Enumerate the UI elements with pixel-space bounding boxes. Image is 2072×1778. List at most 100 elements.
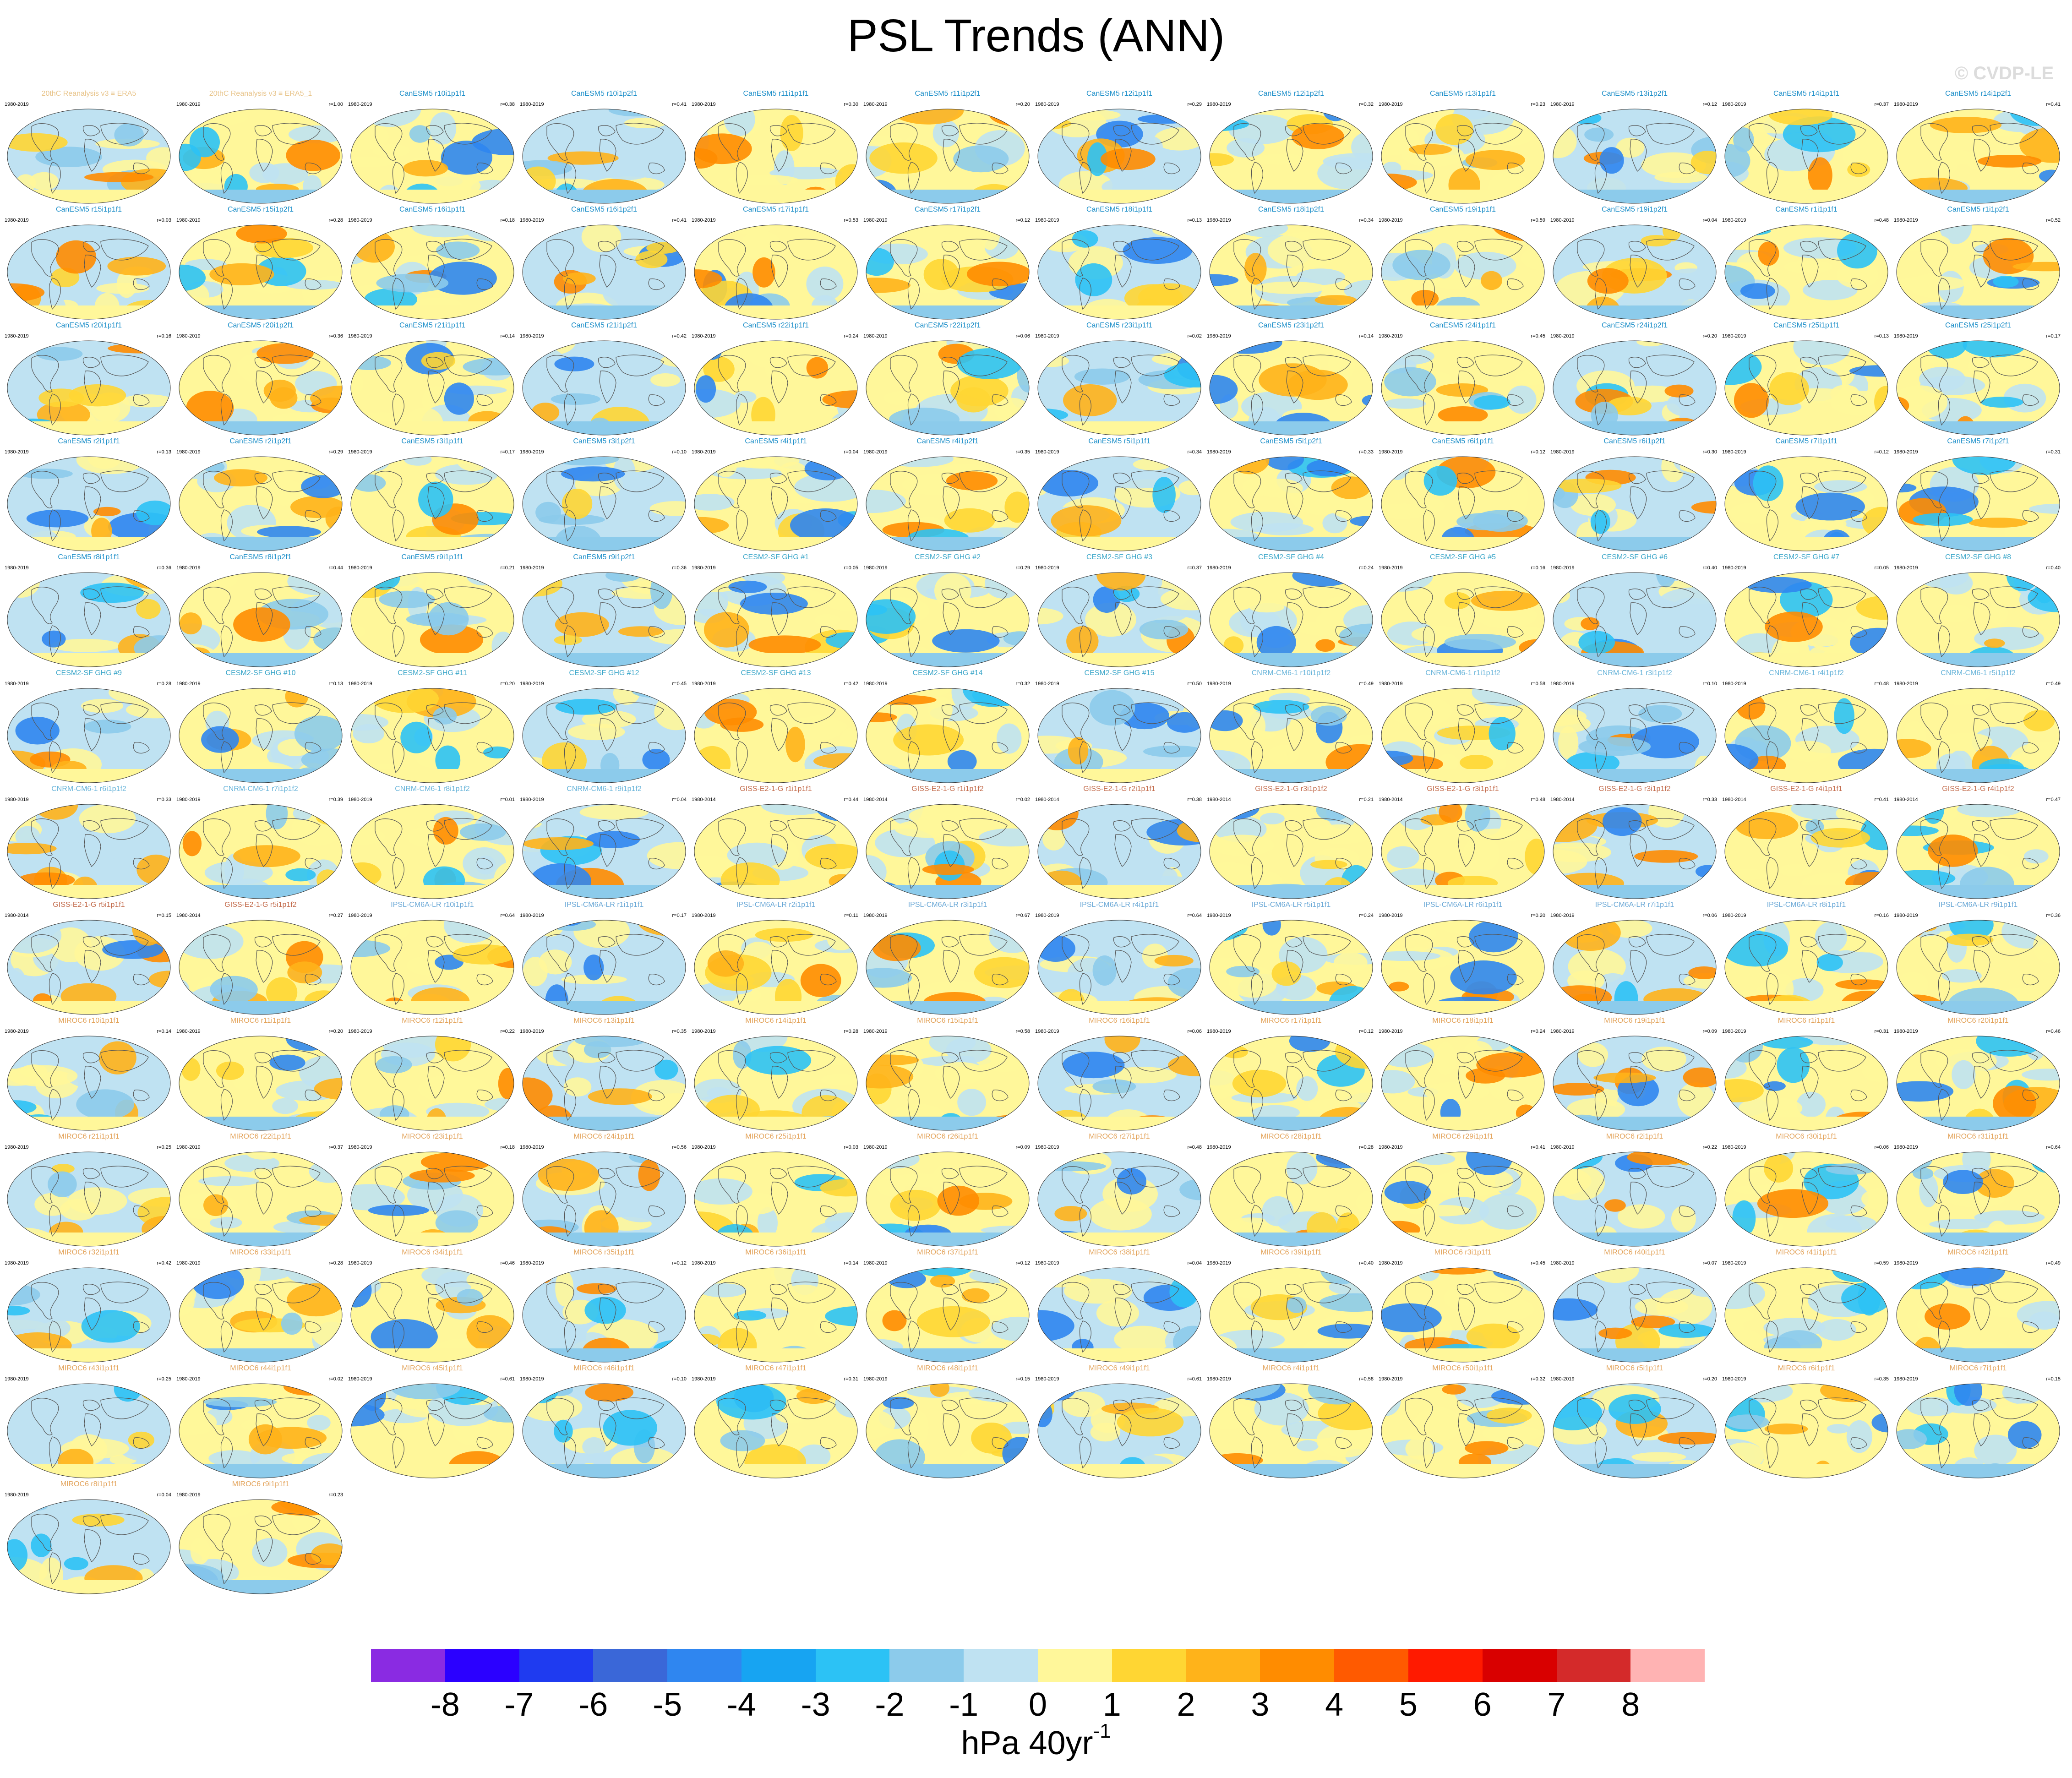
panel-correlation: r=0.40 [2046, 565, 2061, 571]
colorbar-box [741, 1649, 816, 1682]
world-map [1724, 224, 1888, 320]
panel-correlation: r=0.16 [1531, 565, 1546, 571]
colorbar-tick-label: 5 [1399, 1686, 1418, 1723]
panel-years: 1980-2019 [348, 681, 372, 687]
colorbar [371, 1649, 1705, 1682]
panel-years: 1980-2019 [5, 102, 29, 107]
panel-title: MIROC6 r32i1p1f1 [58, 1249, 120, 1256]
world-map [1209, 920, 1373, 1015]
panel-correlation: r=0.35 [672, 1029, 687, 1034]
world-map [522, 1383, 686, 1478]
map-panel: MIROC6 r44i1p1f1 1980-2019 r=0.02 [175, 1364, 346, 1479]
map-panel: CESM2-SF GHG #5 1980-2019 r=0.16 [1378, 553, 1548, 668]
map-panel: MIROC6 r3i1p1f1 1980-2019 r=0.45 [1378, 1249, 1548, 1363]
panel-title: CanESM5 r5i1p2f1 [1260, 437, 1322, 445]
colorbar-box [1038, 1649, 1112, 1682]
world-map [1381, 109, 1545, 204]
panel-title: CanESM5 r18i1p2f1 [1258, 206, 1325, 213]
map-panel: CNRM-CM6-1 r8i1p1f2 1980-2019 r=0.01 [347, 785, 518, 900]
map-panel: CanESM5 r23i1p1f1 1980-2019 r=0.02 [1034, 322, 1205, 436]
world-map [866, 340, 1030, 436]
world-map [1553, 340, 1717, 436]
panel-correlation: r=0.09 [1015, 1145, 1031, 1150]
panel-title: MIROC6 r36i1p1f1 [745, 1249, 807, 1256]
panel-years: 1980-2019 [1379, 681, 1403, 687]
panel-title: MIROC6 r9i1p1f1 [232, 1480, 289, 1488]
map-panel: CanESM5 r3i1p1f1 1980-2019 r=0.17 [347, 437, 518, 552]
map-panel: CanESM5 r6i1p2f1 1980-2019 r=0.30 [1549, 437, 1720, 552]
panel-correlation: r=0.37 [1187, 565, 1202, 571]
panel-years: 1980-2019 [1550, 565, 1575, 571]
map-panel: GISS-E2-1-G r4i1p1f1 1980-2014 r=0.41 [1721, 785, 1892, 900]
map-panel: IPSL-CM6A-LR r7i1p1f1 1980-2019 r=0.06 [1549, 901, 1720, 1015]
map-panel: MIROC6 r26i1p1f1 1980-2019 r=0.09 [862, 1133, 1033, 1247]
world-map [1724, 1151, 1888, 1247]
map-panel: MIROC6 r25i1p1f1 1980-2019 r=0.03 [691, 1133, 861, 1247]
map-panel: MIROC6 r33i1p1f1 1980-2019 r=0.28 [175, 1249, 346, 1363]
panel-years: 1980-2019 [1722, 1145, 1746, 1150]
panel-title: CanESM5 r22i1p1f1 [742, 322, 809, 329]
world-map [694, 109, 858, 204]
panel-title: CanESM5 r19i1p2f1 [1601, 206, 1668, 213]
map-panel: CanESM5 r8i1p1f1 1980-2019 r=0.36 [4, 553, 174, 668]
world-map [1553, 1267, 1717, 1363]
panel-correlation: r=0.28 [1359, 1145, 1374, 1150]
panel-years: 1980-2014 [176, 913, 201, 918]
colorbar-tick-label: -3 [801, 1686, 830, 1723]
map-panel: MIROC6 r38i1p1f1 1980-2019 r=0.04 [1034, 1249, 1205, 1363]
panel-title: IPSL-CM6A-LR r4i1p1f1 [1080, 901, 1159, 909]
panel-correlation: r=0.14 [500, 333, 515, 339]
map-panel: CanESM5 r24i1p1f1 1980-2019 r=0.45 [1378, 322, 1548, 436]
panel-title: CanESM5 r25i1p2f1 [1945, 322, 2012, 329]
panel-title: CanESM5 r10i1p2f1 [571, 90, 638, 98]
panel-years: 1980-2019 [863, 1145, 888, 1150]
world-map [1553, 572, 1717, 667]
panel-title: IPSL-CM6A-LR r8i1p1f1 [1767, 901, 1846, 909]
panel-correlation: r=0.36 [328, 333, 344, 339]
panel-years: 1980-2019 [5, 1029, 29, 1034]
world-map [7, 804, 171, 899]
panel-correlation: r=0.16 [1874, 913, 1889, 918]
panel-years: 1980-2019 [520, 565, 544, 571]
world-map [1896, 920, 2060, 1015]
panel-correlation: r=0.13 [1874, 333, 1889, 339]
panel-title: IPSL-CM6A-LR r1i1p1f1 [564, 901, 644, 909]
panel-title: MIROC6 r4i1p1f1 [1262, 1364, 1320, 1372]
panel-years: 1980-2019 [692, 333, 716, 339]
world-map [1724, 1036, 1888, 1131]
panel-years: 1980-2014 [1894, 797, 1918, 802]
panel-years: 1980-2019 [520, 1145, 544, 1150]
panel-correlation: r=0.20 [1015, 102, 1031, 107]
world-map [179, 1036, 343, 1131]
world-map [694, 572, 858, 667]
panel-correlation: r=0.36 [672, 565, 687, 571]
world-map [350, 1151, 514, 1247]
panel-title: CESM2-SF GHG #1 [742, 553, 809, 561]
panel-years: 1980-2019 [520, 449, 544, 455]
map-panel: MIROC6 r35i1p1f1 1980-2019 r=0.12 [519, 1249, 689, 1363]
map-panel: MIROC6 r47i1p1f1 1980-2019 r=0.31 [691, 1364, 861, 1479]
colorbar-tick-label: 0 [1028, 1686, 1047, 1723]
map-panel: CanESM5 r16i1p1f1 1980-2019 r=0.18 [347, 206, 518, 320]
world-map [522, 1151, 686, 1247]
panel-years: 1980-2019 [1722, 913, 1746, 918]
panel-years: 1980-2019 [1207, 913, 1231, 918]
map-panel: MIROC6 r11i1p1f1 1980-2019 r=0.20 [175, 1017, 346, 1131]
panel-years: 1980-2019 [176, 449, 201, 455]
panel-title: CanESM5 r12i1p1f1 [1086, 90, 1153, 98]
panel-title: GISS-E2-1-G r1i1p1f1 [740, 785, 812, 793]
world-map [1381, 572, 1545, 667]
map-panel: CanESM5 r13i1p2f1 1980-2019 r=0.12 [1549, 90, 1720, 204]
figure-title: PSL Trends (ANN) [847, 10, 1225, 61]
panel-years: 1980-2019 [1722, 449, 1746, 455]
panel-years: 1980-2019 [1035, 1260, 1059, 1266]
panel-years: 1980-2019 [5, 218, 29, 223]
map-panel: CanESM5 r12i1p1f1 1980-2019 r=0.29 [1034, 90, 1205, 204]
panel-title: CNRM-CM6-1 r10i1p1f2 [1251, 669, 1331, 677]
panel-title: CanESM5 r21i1p1f1 [399, 322, 466, 329]
panel-title: MIROC6 r24i1p1f1 [573, 1133, 635, 1140]
panel-title: CESM2-SF GHG #7 [1773, 553, 1840, 561]
colorbar-box [889, 1649, 964, 1682]
map-panel: GISS-E2-1-G r3i1p1f2 1980-2014 r=0.21 [1206, 785, 1376, 900]
world-map [522, 920, 686, 1015]
